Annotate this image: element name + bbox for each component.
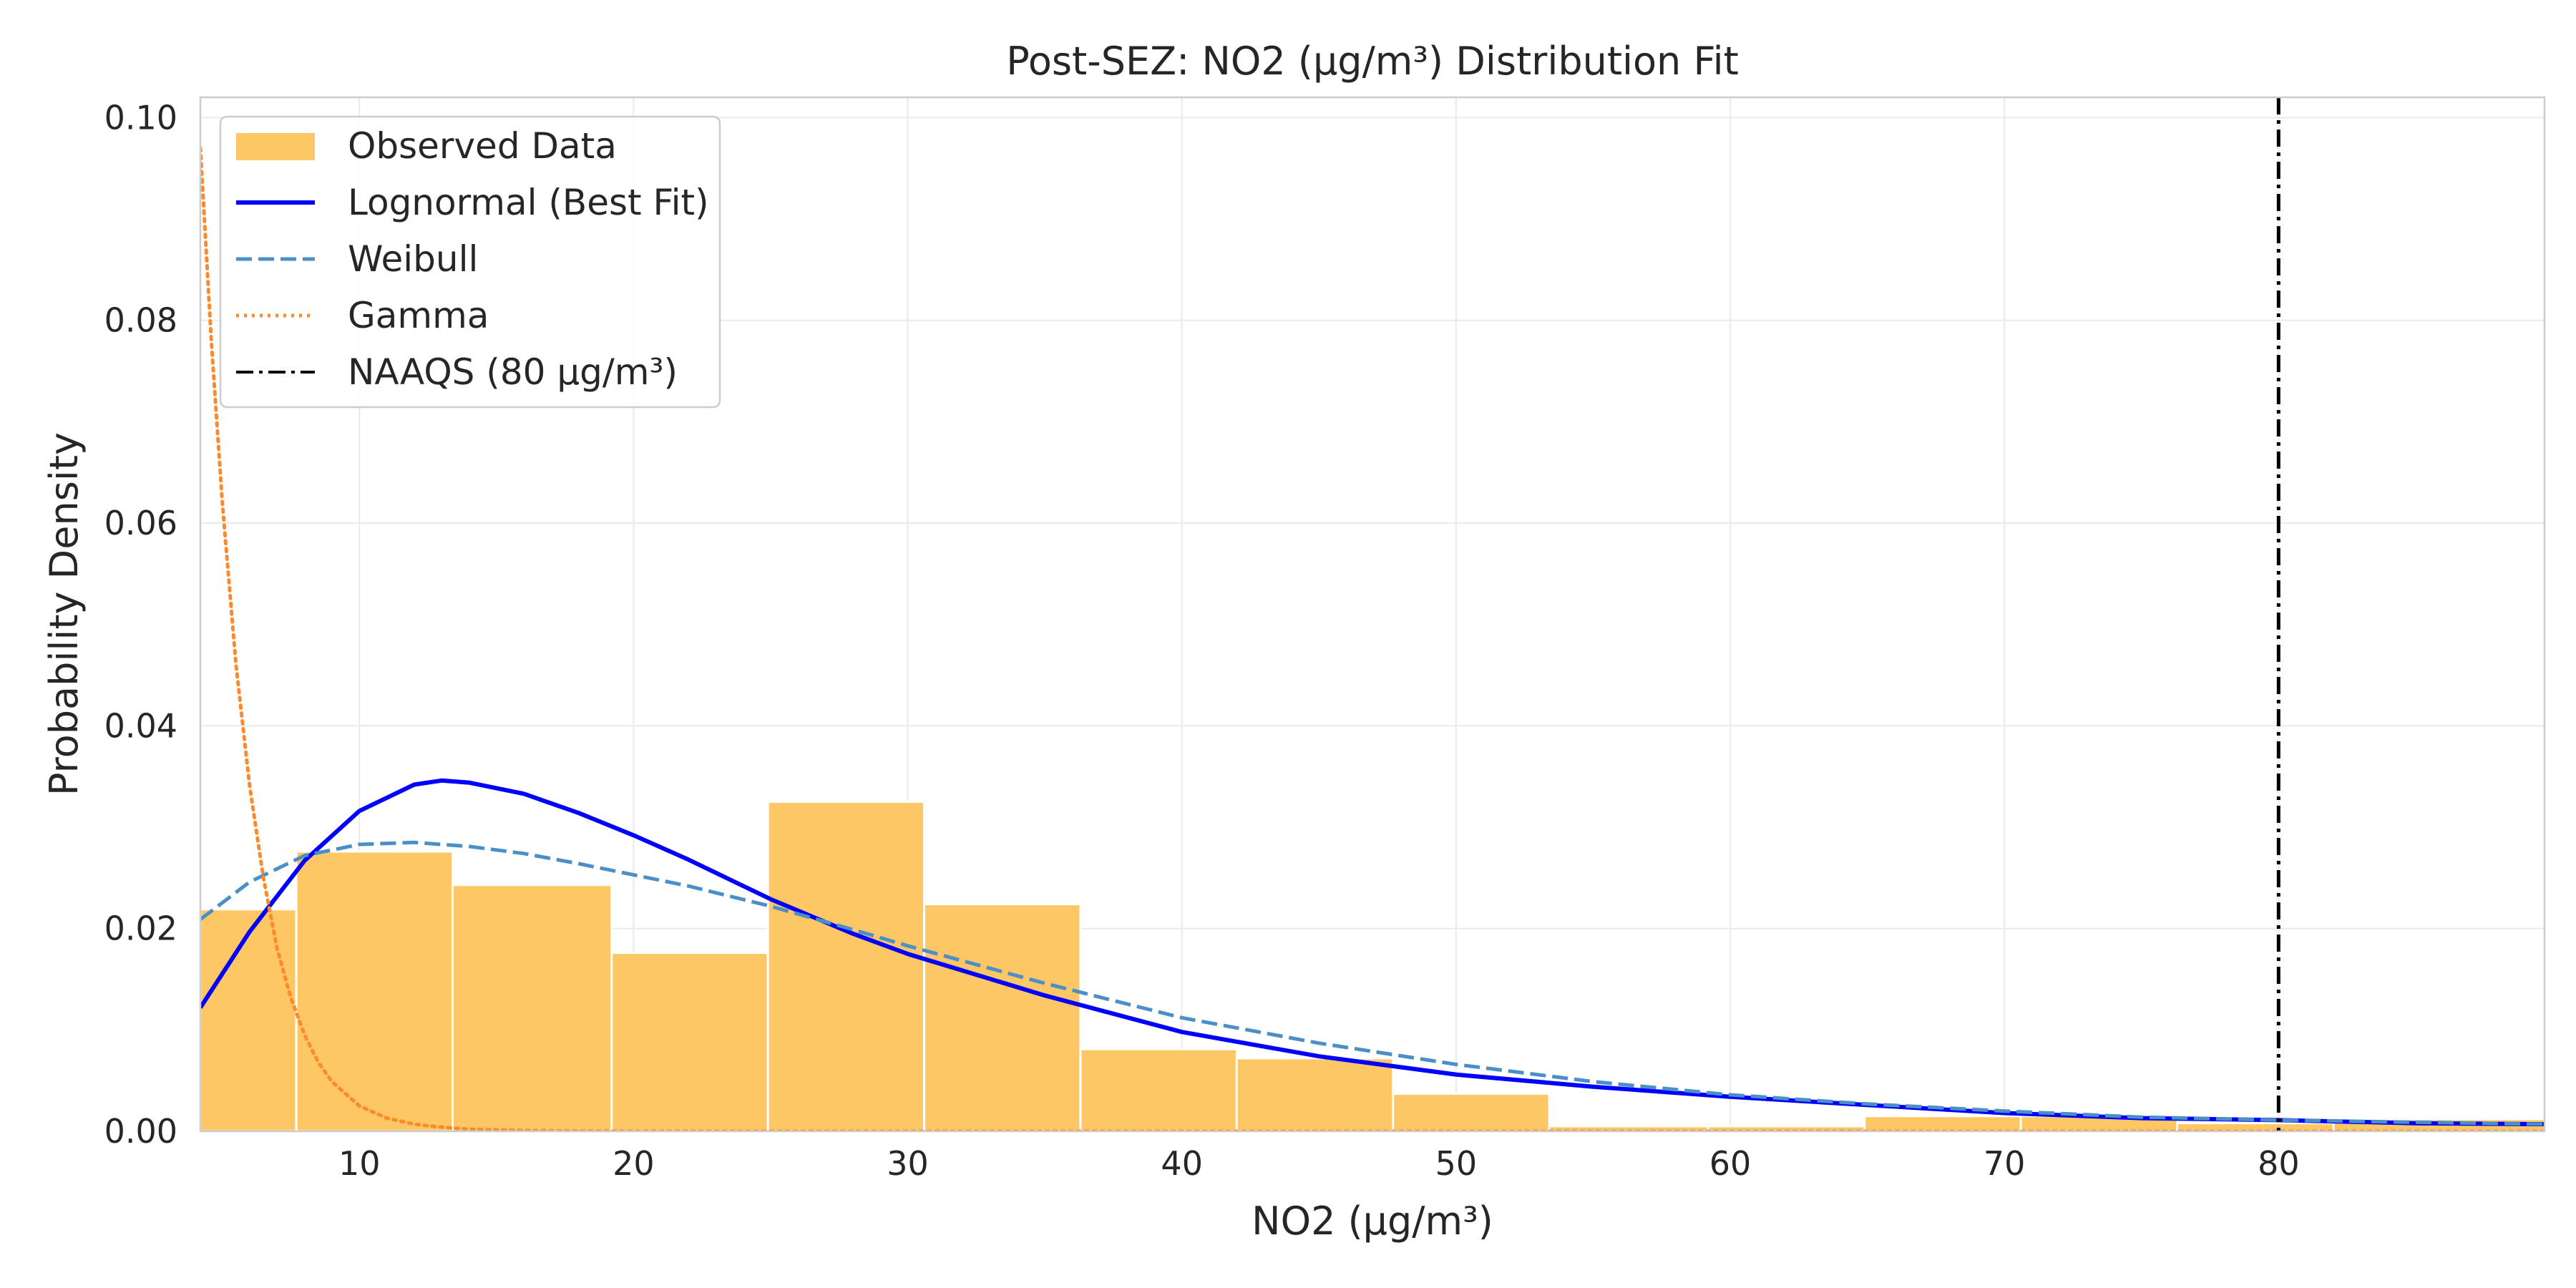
series-line-lognormal: [200, 778, 2545, 1127]
histogram-bar: [610, 952, 769, 1133]
plot-frame: [199, 96, 2546, 1133]
legend-label: Gamma: [348, 295, 489, 336]
histogram-bar: [1079, 1048, 1238, 1133]
legend: Observed Data Lognormal (Best Fit) Weibull…: [219, 115, 721, 409]
x-tick-label: 70: [1984, 1144, 2026, 1183]
histogram-bars: [199, 801, 2546, 1133]
series-line-weibull: [200, 840, 2545, 1126]
y-axis-ticks: 0.00 0.02 0.04 0.06 0.08 0.10: [104, 98, 177, 1151]
x-axis-label: NO2 (µg/m³): [1252, 1199, 1493, 1244]
x-tick-label: 10: [338, 1144, 381, 1183]
y-tick-label: 0.04: [104, 706, 177, 745]
x-tick-label: 30: [887, 1144, 929, 1183]
legend-swatch: [236, 133, 315, 160]
histogram-bar: [295, 850, 454, 1133]
histogram-bar: [766, 801, 926, 1133]
y-tick-label: 0.00: [104, 1112, 177, 1151]
histogram-bar: [452, 884, 613, 1133]
y-tick-label: 0.06: [104, 504, 177, 542]
chart-title: Post-SEZ: NO2 (µg/m³) Distribution Fit: [1006, 39, 1739, 84]
x-tick-label: 50: [1435, 1144, 1478, 1183]
y-axis-label: Probability Density: [42, 432, 87, 796]
histogram-bar: [923, 903, 1082, 1133]
legend-label: Observed Data: [348, 125, 617, 167]
y-tick-label: 0.10: [104, 98, 177, 137]
x-tick-label: 60: [1709, 1144, 1752, 1183]
x-tick-label: 80: [2258, 1144, 2300, 1183]
y-tick-label: 0.08: [104, 301, 177, 340]
legend-item: Weibull: [236, 238, 478, 280]
x-tick-label: 20: [613, 1144, 655, 1183]
legend-item: Lognormal (Best Fit): [236, 182, 709, 223]
histogram-bar: [1392, 1093, 1551, 1133]
legend-label: NAAQS (80 µg/m³): [348, 351, 678, 393]
legend-box: [219, 115, 721, 409]
legend-item: Gamma: [236, 295, 489, 336]
histogram-bar: [1863, 1115, 2022, 1133]
histogram-bar: [1235, 1057, 1395, 1133]
histogram-bar: [199, 908, 298, 1133]
x-axis-ticks: 10 20 30 40 50 60 70 80: [338, 1144, 2300, 1183]
legend-item: NAAQS (80 µg/m³): [236, 351, 678, 393]
y-tick-label: 0.02: [104, 909, 177, 948]
legend-item: Observed Data: [236, 125, 617, 167]
histogram-bar: [2176, 1122, 2335, 1133]
legend-label: Weibull: [348, 238, 478, 280]
x-tick-label: 40: [1161, 1144, 1203, 1183]
legend-label: Lognormal (Best Fit): [348, 182, 709, 223]
